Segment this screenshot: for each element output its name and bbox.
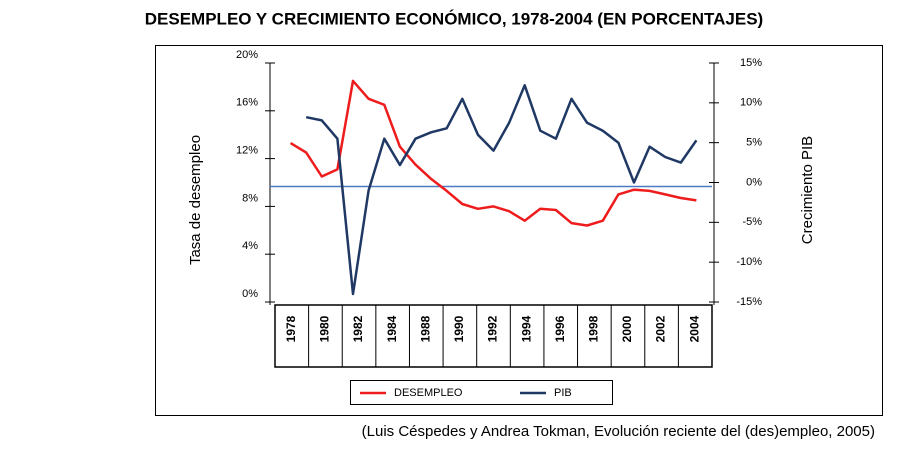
- y-tick-label: 4%: [242, 240, 258, 252]
- y-tick-label: 12%: [236, 145, 258, 157]
- x-tick-label: 1992: [486, 315, 500, 342]
- legend-box: [350, 380, 613, 405]
- x-tick-label: 1978: [284, 315, 298, 342]
- y2-tick-label: 0%: [746, 176, 762, 188]
- series-line: [289, 79, 697, 227]
- y2-tick-label: -15%: [736, 296, 762, 308]
- y-tick-label: 8%: [242, 192, 258, 204]
- y2-tick-label: 5%: [746, 137, 762, 149]
- legend-label: PIB: [554, 387, 572, 399]
- x-tick-label: 1994: [519, 315, 533, 342]
- chart-title: DESEMPLEO Y CRECIMIENTO ECONÓMICO, 1978-…: [145, 9, 763, 28]
- x-tick-label: 1990: [452, 315, 466, 342]
- y2-tick-label: 15%: [740, 57, 762, 69]
- y-tick-label: 20%: [236, 49, 258, 61]
- x-tick-label: 1984: [385, 315, 399, 342]
- y-tick-label: 16%: [236, 97, 258, 109]
- y-axis-title: Tasa de desempleo: [187, 135, 204, 265]
- x-axis-table: [274, 304, 713, 368]
- y2-tick-label: -5%: [742, 216, 762, 228]
- x-tick-label: 2004: [687, 315, 701, 342]
- x-tick-label: 1996: [553, 315, 567, 342]
- chart-frame: [155, 45, 883, 416]
- x-tick-label: 1998: [587, 315, 601, 342]
- x-tick-label: 2000: [620, 315, 634, 342]
- y2-axis-title: Crecimiento PIB: [799, 136, 816, 244]
- y2-tick-label: -10%: [736, 256, 762, 268]
- x-tick-label: 1988: [418, 315, 432, 342]
- x-tick-label: 1982: [351, 315, 365, 342]
- legend-label: DESEMPLEO: [394, 387, 463, 399]
- x-tick-label: 2002: [654, 315, 668, 342]
- caption: (Luis Céspedes y Andrea Tokman, Evolució…: [362, 423, 875, 440]
- series-line: [305, 84, 698, 296]
- y-tick-label: 0%: [242, 288, 258, 300]
- x-tick-label: 1980: [318, 315, 332, 342]
- y2-tick-label: 10%: [740, 97, 762, 109]
